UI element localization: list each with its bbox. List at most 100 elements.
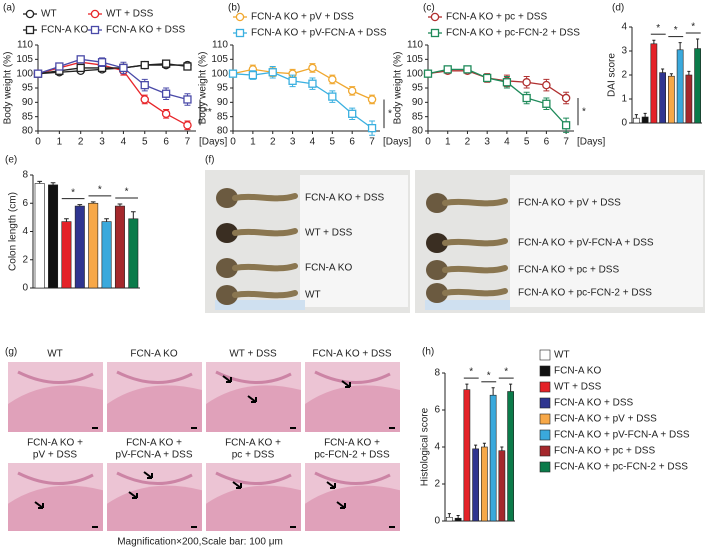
x-tick-label: 2 bbox=[78, 137, 84, 148]
colon bbox=[442, 238, 508, 247]
ruler bbox=[425, 300, 510, 310]
error-bar bbox=[64, 218, 69, 222]
error-bar bbox=[509, 383, 513, 392]
x-axis-label: [Days] bbox=[199, 137, 228, 148]
marker bbox=[542, 99, 551, 108]
legend-label: WT + DSS bbox=[554, 382, 602, 393]
error-bar bbox=[661, 68, 665, 73]
error-bar bbox=[474, 444, 478, 449]
error-bar bbox=[447, 513, 451, 518]
y-tick-label: 4 bbox=[621, 22, 627, 33]
legend-swatch bbox=[539, 349, 551, 361]
bar bbox=[114, 205, 125, 289]
photo-label-area bbox=[300, 175, 408, 307]
legend-swatch bbox=[539, 429, 551, 441]
tissue bbox=[116, 370, 193, 384]
photo-label: WT bbox=[305, 290, 321, 301]
legend-label: FCN-A KO + pV-FCN-A + DSS bbox=[554, 430, 690, 441]
panel-label: (d) bbox=[612, 3, 624, 14]
bar bbox=[481, 446, 488, 522]
y-axis-label: DAI score bbox=[607, 53, 618, 97]
colon-head bbox=[216, 188, 238, 208]
image-label: FCN-A KO + bbox=[27, 438, 83, 449]
legend-label: FCN-A KO bbox=[41, 25, 88, 36]
panel-label: (b) bbox=[228, 3, 240, 14]
marker bbox=[423, 69, 433, 78]
colon bbox=[442, 265, 508, 274]
bar bbox=[676, 49, 684, 124]
colon bbox=[442, 288, 508, 297]
legend-swatch bbox=[539, 397, 551, 409]
colon-head bbox=[426, 260, 448, 280]
marker bbox=[140, 95, 150, 104]
ruler bbox=[215, 300, 305, 310]
bar bbox=[128, 218, 139, 289]
colon-head bbox=[216, 223, 238, 243]
legend-label: WT + DSS bbox=[106, 9, 154, 20]
error-bar bbox=[491, 387, 495, 396]
bar bbox=[454, 517, 462, 522]
y-axis-label: Histological score bbox=[420, 407, 431, 486]
colon bbox=[232, 290, 298, 299]
legend-label: FCN-A KO + pc-FCN-2 + DSS bbox=[554, 462, 688, 473]
x-tick-label: 7 bbox=[185, 137, 191, 148]
series-line bbox=[427, 68, 567, 126]
arrow bbox=[341, 380, 351, 388]
x-tick-label: 3 bbox=[484, 137, 490, 148]
image-label: pV-FCN-A + DSS bbox=[116, 450, 193, 461]
tissue bbox=[8, 385, 103, 432]
marker bbox=[367, 123, 377, 133]
marker bbox=[33, 69, 43, 78]
marker bbox=[97, 58, 107, 67]
bar bbox=[48, 184, 59, 289]
image-label: WT + DSS bbox=[229, 349, 277, 360]
photo-label: WT + DSS bbox=[305, 228, 353, 239]
x-tick-label: 4 bbox=[504, 137, 510, 148]
image-label: FCN-A KO + DSS bbox=[312, 349, 392, 360]
image-label: FCN-A KO + bbox=[324, 438, 380, 449]
legend-marker bbox=[25, 9, 35, 19]
colon-head bbox=[426, 233, 448, 253]
legend-marker bbox=[430, 12, 440, 22]
y-tick-label: 110 bbox=[407, 40, 423, 51]
significance: * bbox=[582, 106, 586, 117]
error-bar bbox=[696, 38, 700, 49]
legend-swatch bbox=[539, 445, 551, 457]
photo-label: FCN-A KO + pc-FCN-2 + DSS bbox=[518, 288, 652, 299]
significance: * bbox=[691, 22, 695, 33]
y-tick-label: 2 bbox=[621, 70, 627, 81]
bar bbox=[633, 117, 640, 124]
marker bbox=[308, 79, 317, 88]
y-tick-label: 110 bbox=[17, 40, 33, 51]
x-tick-label: 0 bbox=[425, 137, 431, 148]
colon-head bbox=[216, 258, 238, 278]
marker bbox=[328, 75, 337, 84]
x-tick-label: 0 bbox=[230, 137, 236, 148]
x-tick-label: 0 bbox=[35, 137, 41, 148]
marker bbox=[288, 76, 297, 85]
panel-label: (h) bbox=[422, 347, 434, 358]
marker bbox=[76, 55, 85, 64]
tissue bbox=[314, 370, 391, 384]
legend-label: FCN-A KO + pc-FCN-2 + DSS bbox=[446, 28, 580, 39]
marker bbox=[561, 121, 571, 130]
significance: * bbox=[388, 108, 392, 119]
marker bbox=[268, 68, 277, 77]
panel-label: (a) bbox=[3, 3, 15, 14]
tissue bbox=[116, 471, 193, 485]
y-tick-label: 8 bbox=[22, 170, 28, 181]
tissue bbox=[215, 471, 292, 485]
error-bar bbox=[456, 514, 460, 519]
bar bbox=[498, 450, 506, 522]
tissue bbox=[314, 471, 391, 485]
y-tick-label: 90 bbox=[217, 97, 229, 108]
significance: * bbox=[487, 370, 491, 381]
y-tick-label: 0 bbox=[434, 516, 440, 527]
error-bar bbox=[500, 446, 504, 451]
y-tick-label: 105 bbox=[406, 54, 423, 65]
y-tick-label: 6 bbox=[434, 405, 440, 416]
marker bbox=[348, 109, 357, 118]
legend-label: FCN-A KO + DSS bbox=[106, 25, 186, 36]
legend-marker bbox=[25, 25, 35, 35]
